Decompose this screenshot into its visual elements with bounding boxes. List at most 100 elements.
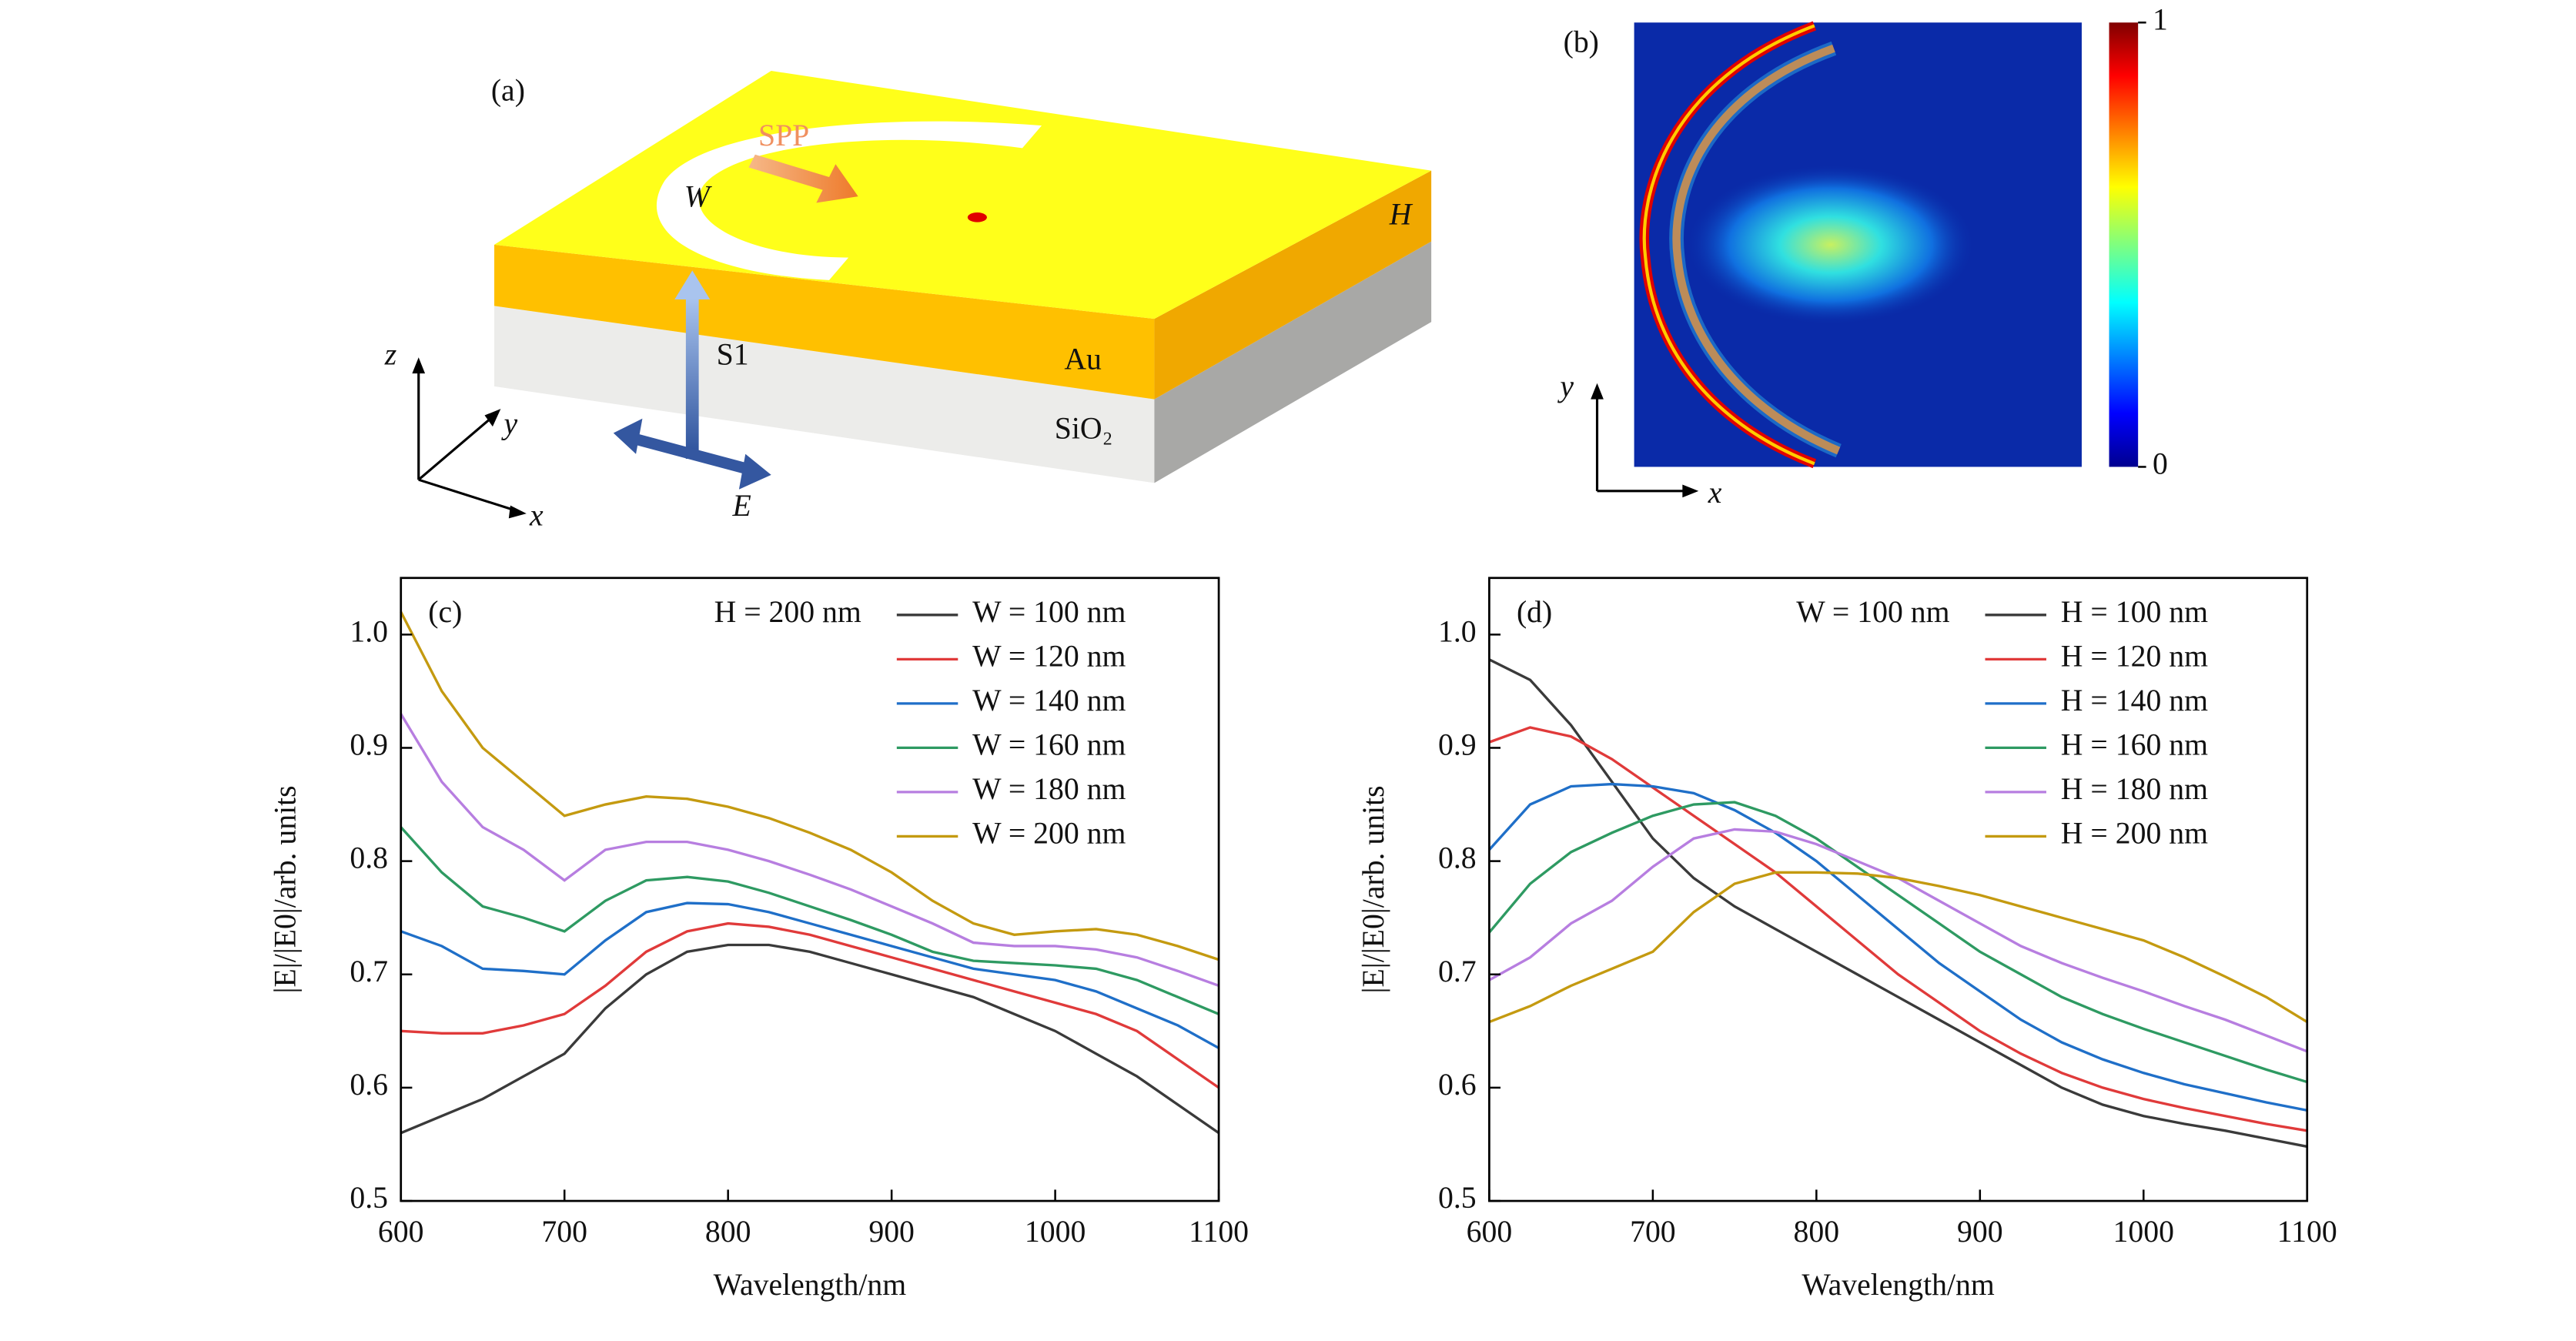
annotation: H = 200 nm: [714, 595, 861, 629]
y-tick-label: 0.7: [1438, 955, 1477, 988]
e-arrowhead-left: [613, 418, 643, 454]
legend-label: W = 180 nm: [972, 772, 1126, 806]
series-line: [400, 943, 1220, 1135]
focal-spot: [1685, 164, 1975, 326]
legend-label: W = 200 nm: [972, 817, 1126, 851]
x-axis-title: Wavelength/nm: [714, 1268, 907, 1302]
axis-x-head: [508, 505, 527, 519]
x-tick-label: 1000: [2113, 1215, 2174, 1249]
legend-label: H = 180 nm: [2061, 772, 2208, 806]
series-line: [1488, 801, 2308, 1084]
legend-label: H = 120 nm: [2061, 639, 2208, 673]
y-axis-label: y: [1557, 370, 1574, 403]
x-axis-label: x: [1708, 476, 1722, 510]
y-tick-label: 0.9: [1438, 728, 1477, 762]
legend-label: W = 120 nm: [972, 639, 1126, 673]
y-axis-title: |E|/|E0|/arb. units: [268, 785, 302, 993]
series-line: [1488, 828, 2308, 1053]
panel-b: (b) x y: [1557, 21, 2139, 510]
sio2-label: SiO₂: [1055, 412, 1113, 446]
series-line: [1488, 726, 2308, 1132]
y-tick-label: 0.9: [350, 728, 388, 762]
legend-label: W = 160 nm: [972, 728, 1126, 762]
legend-label: H = 100 nm: [2061, 595, 2208, 629]
y-tick-label: 0.5: [1438, 1181, 1477, 1215]
panel-label: (d): [1517, 595, 1552, 629]
substrate-front: [494, 306, 1155, 483]
panel-a: (a) SPP W H Au S1 SiO₂ E x y z: [384, 71, 1432, 533]
line-chart: H = 100 nm H = 120 nm H = 140 nm H = 160 nm…: [1357, 577, 2337, 1302]
s1-label: S1: [717, 337, 749, 371]
substrate-side: [1154, 241, 1432, 483]
s1-beam: [685, 297, 699, 460]
panel-label: (a): [491, 73, 525, 107]
series-line: [400, 713, 1219, 988]
au-label: Au: [1064, 343, 1102, 376]
y-tick-label: 1.0: [350, 614, 388, 648]
colorbar-tick-label: 1: [2153, 2, 2168, 36]
z-axis-label: z: [384, 337, 396, 371]
gold-side: [1154, 170, 1432, 400]
s1-arrowhead: [674, 270, 711, 299]
colorbar: [2109, 22, 2139, 467]
axis-y: [417, 414, 496, 481]
x-tick-label: 600: [378, 1215, 424, 1249]
ring-outer-core: [1642, 24, 1815, 466]
focus-spot: [967, 212, 987, 222]
gold-front: [494, 244, 1155, 400]
e-arrowhead-right: [738, 453, 771, 490]
y-tick-label: 0.6: [350, 1068, 388, 1102]
x-tick-label: 700: [541, 1215, 587, 1249]
series-line: [1488, 782, 2308, 1112]
series-line: [400, 611, 1219, 961]
series-line: [400, 921, 1220, 1089]
crescent-slit: [656, 121, 1042, 280]
y-tick-label: 0.7: [350, 955, 388, 988]
h-label: H: [1389, 197, 1413, 231]
panel-label: (b): [1564, 25, 1599, 59]
y-tick-label: 1.0: [1438, 614, 1477, 648]
legend-label: H = 200 nm: [2061, 817, 2208, 851]
plot-frame: [400, 577, 1220, 1202]
spp-arrow: [748, 154, 858, 203]
axis-x: [418, 478, 520, 513]
series-line: [400, 901, 1219, 1049]
ring-inner: [1672, 44, 1841, 455]
y-tick-label: 0.6: [1438, 1068, 1477, 1102]
axis-z-head: [412, 357, 426, 374]
panel-label: (c): [428, 595, 462, 629]
ring-halo: [1669, 41, 1842, 458]
legend-label: H = 160 nm: [2061, 728, 2208, 762]
x-tick-label: 1100: [2277, 1215, 2337, 1249]
axis-x-head: [1682, 484, 1699, 498]
w-label: W: [684, 179, 713, 213]
legend-label: W = 100 nm: [972, 595, 1126, 629]
x-tick-label: 900: [868, 1215, 915, 1249]
y-tick-label: 0.8: [1438, 841, 1477, 875]
y-axis-title: |E|/|E0|/arb. units: [1357, 785, 1390, 993]
e-label: E: [732, 489, 751, 523]
axis-y-head: [1591, 383, 1604, 400]
x-axis-label: x: [529, 499, 544, 533]
x-axis-title: Wavelength/nm: [1802, 1268, 1995, 1302]
x-tick-label: 900: [1957, 1215, 2003, 1249]
x-tick-label: 1100: [1189, 1215, 1249, 1249]
x-tick-label: 600: [1467, 1215, 1513, 1249]
spp-label: SPP: [758, 119, 809, 152]
series-line: [400, 826, 1219, 1015]
x-tick-label: 800: [1794, 1215, 1840, 1249]
legend-label: W = 140 nm: [972, 684, 1126, 717]
line-chart: W = 100 nm W = 120 nm W = 140 nm W = 160 nm…: [268, 577, 1249, 1302]
canvas: (a) SPP W H Au S1 SiO₂ E x y z (b) x: [268, 2, 2337, 1302]
x-tick-label: 1000: [1025, 1215, 1086, 1249]
colorbar-tick-label: 0: [2153, 447, 2168, 481]
x-tick-label: 700: [1630, 1215, 1676, 1249]
axis-y-head: [484, 409, 501, 427]
y-axis-label: y: [501, 406, 518, 440]
legend-label: H = 140 nm: [2061, 684, 2208, 717]
y-tick-label: 0.8: [350, 841, 388, 875]
e-field-arrow: [629, 432, 754, 476]
series-line: [1488, 658, 2308, 1149]
annotation: W = 100 nm: [1796, 595, 1949, 629]
